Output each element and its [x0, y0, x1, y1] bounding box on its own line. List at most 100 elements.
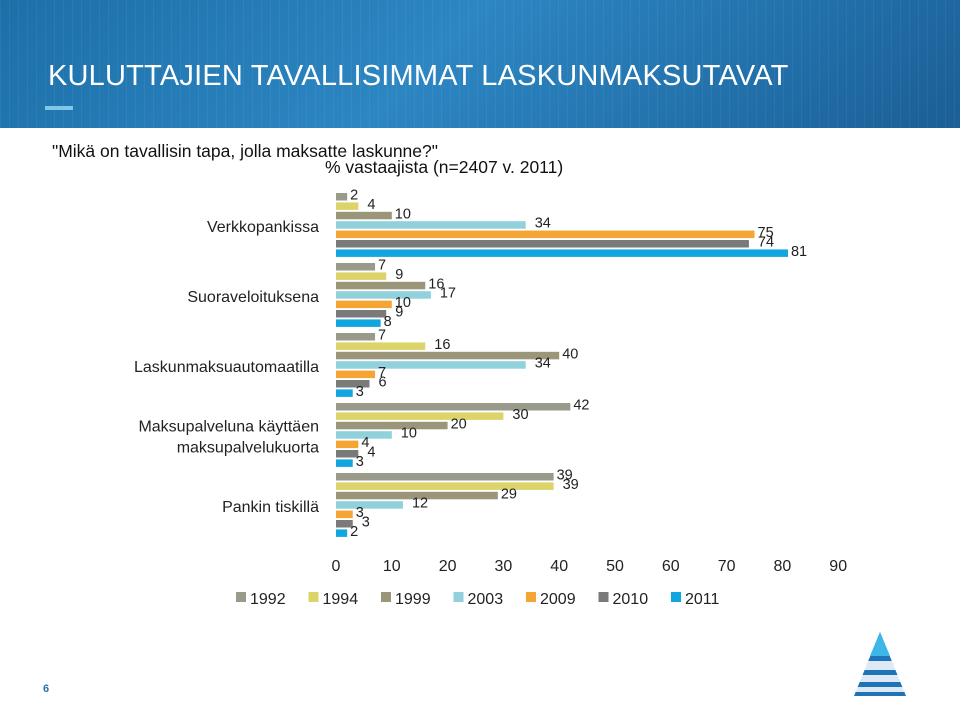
legend-label: 1992: [250, 591, 286, 608]
bar-1992: [336, 333, 376, 341]
legend-swatch: [236, 592, 246, 602]
bar-1994: [336, 412, 504, 420]
data-label: 3: [356, 505, 364, 521]
legend-label: 1999: [395, 591, 431, 608]
bar-2009: [336, 300, 392, 309]
data-label: 2: [350, 524, 358, 540]
bar-2011: [336, 319, 381, 327]
legend-label: 1994: [323, 591, 359, 608]
data-label: 2: [350, 188, 358, 204]
bar-2010: [336, 380, 370, 388]
page-number: 6: [43, 683, 50, 695]
bar-1992: [336, 403, 571, 411]
bar-2003: [336, 501, 403, 509]
category-label: Laskunmaksuautomaatilla: [134, 359, 319, 376]
bar-1992: [336, 473, 554, 481]
legend-swatch: [453, 592, 464, 602]
data-label: 4: [361, 435, 369, 451]
data-label: 17: [440, 286, 456, 302]
legend-label: 2011: [685, 591, 720, 608]
data-label: 4: [367, 445, 375, 461]
bar-1994: [336, 342, 426, 350]
chart-subtitle: % vastaajista (n=2407 v. 2011): [325, 157, 564, 177]
bar-1999: [336, 421, 448, 430]
data-label: 7: [378, 328, 386, 344]
legend-swatch: [598, 592, 609, 602]
data-label: 39: [557, 468, 573, 484]
legend-label: 2009: [540, 591, 576, 608]
data-label: 30: [512, 407, 528, 423]
category-label: Verkkopankissa: [207, 219, 319, 236]
data-label: 12: [412, 496, 428, 512]
bar-2009: [336, 440, 359, 449]
category-label: maksupalvelukuorta: [177, 439, 319, 456]
legend-label: 2003: [468, 591, 504, 608]
data-label: 10: [395, 295, 411, 311]
bar-1992: [336, 193, 348, 201]
legend-swatch: [381, 592, 391, 602]
x-tick-label: 0: [332, 558, 341, 575]
bar-1999: [336, 281, 426, 290]
data-label: 8: [384, 314, 392, 330]
bar-2011: [336, 249, 788, 257]
data-label: 34: [535, 356, 551, 372]
title-underline: [45, 106, 73, 110]
bar-2003: [336, 221, 526, 229]
page-title: KULUTTAJIEN TAVALLISIMMAT LASKUNMAKSUTAV…: [48, 60, 789, 92]
x-tick-label: 90: [829, 558, 847, 575]
bar-1999: [336, 351, 560, 360]
bar-2010: [336, 450, 359, 458]
data-label: 9: [395, 267, 403, 283]
data-label: 7: [378, 365, 386, 381]
header-banner: [0, 0, 960, 128]
bar-2011: [336, 529, 348, 537]
data-label: 4: [367, 197, 375, 213]
bar-2010: [336, 520, 353, 528]
data-label: 34: [535, 216, 551, 232]
x-tick-label: 80: [774, 558, 792, 575]
bar-2003: [336, 431, 392, 439]
bar-1999: [336, 491, 498, 500]
bar-1994: [336, 202, 359, 210]
data-label: 74: [758, 235, 774, 251]
bar-1994: [336, 272, 387, 280]
data-label: 16: [434, 337, 450, 353]
bar-1994: [336, 482, 554, 490]
data-label: 42: [573, 398, 589, 414]
x-tick-label: 50: [606, 558, 624, 575]
data-label: 10: [395, 206, 411, 222]
x-tick-label: 30: [495, 558, 513, 575]
bar-2010: [336, 240, 749, 248]
x-tick-label: 20: [439, 558, 457, 575]
bar-2003: [336, 291, 431, 299]
data-label: 6: [378, 375, 386, 391]
data-label: 39: [563, 477, 579, 493]
x-tick-label: 60: [662, 558, 680, 575]
bar-2009: [336, 370, 376, 379]
data-label: 10: [401, 426, 417, 442]
bar-2009: [336, 230, 755, 239]
data-label: 9: [395, 305, 403, 321]
data-label: 16: [428, 276, 444, 292]
data-label: 3: [356, 384, 364, 400]
bar-2011: [336, 459, 353, 467]
data-label: 20: [451, 416, 467, 432]
bar-1999: [336, 211, 392, 220]
data-label: 3: [356, 454, 364, 470]
company-logo: [854, 632, 906, 696]
category-label: Pankin tiskillä: [222, 499, 319, 516]
x-tick-label: 40: [550, 558, 568, 575]
legend-swatch: [308, 592, 319, 602]
legend-label: 2010: [613, 591, 649, 608]
category-label: Suoraveloituksena: [187, 289, 319, 306]
bar-2011: [336, 389, 353, 397]
data-label: 29: [501, 486, 517, 502]
data-label: 7: [378, 258, 386, 274]
bar-2010: [336, 310, 387, 318]
data-label: 81: [791, 244, 807, 260]
bar-1992: [336, 263, 376, 271]
data-label: 3: [362, 515, 370, 531]
legend-swatch: [671, 592, 681, 602]
survey-question: "Mikä on tavallisin tapa, jolla maksatte…: [52, 141, 438, 161]
